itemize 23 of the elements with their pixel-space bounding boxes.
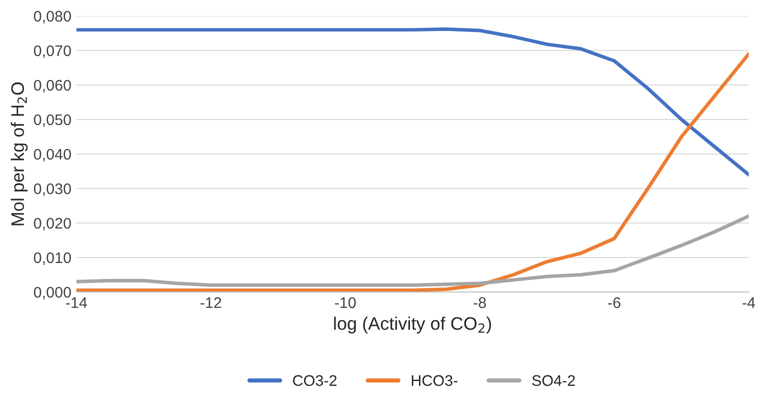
- x-tick-label: -4: [742, 297, 756, 308]
- line-series: [76, 214, 749, 287]
- x-tick-label: -10: [334, 297, 356, 308]
- legend-label: SO4-2: [532, 375, 575, 386]
- y-tick-label: 0,030: [34, 183, 71, 196]
- line-series: [76, 27, 749, 176]
- x-tick-label: -6: [608, 297, 620, 308]
- legend-label: CO3-2: [293, 375, 337, 386]
- y-tick-label: 0,050: [34, 114, 71, 127]
- y-tick-label: 0,020: [34, 218, 71, 230]
- y-tick-label: 0,070: [34, 45, 71, 58]
- line-series: [76, 52, 749, 292]
- y-tick-label: 0,060: [34, 80, 71, 92]
- y-tick-label: 0,010: [34, 252, 71, 265]
- y-tick-label: 0,080: [34, 10, 71, 24]
- x-tick-label: -14: [66, 297, 87, 308]
- y-tick-label: 0,000: [34, 286, 71, 300]
- x-tick-label: -8: [474, 297, 486, 308]
- x-tick-label: -12: [200, 297, 222, 308]
- y-tick-label: 0,040: [34, 148, 71, 162]
- x-axis-title: log (Activity of CO$_{2}$): [334, 316, 492, 334]
- y-axis-title: Mol per kg of H$_{2}$O: [10, 82, 28, 226]
- legend-label: HCO3-: [412, 375, 458, 386]
